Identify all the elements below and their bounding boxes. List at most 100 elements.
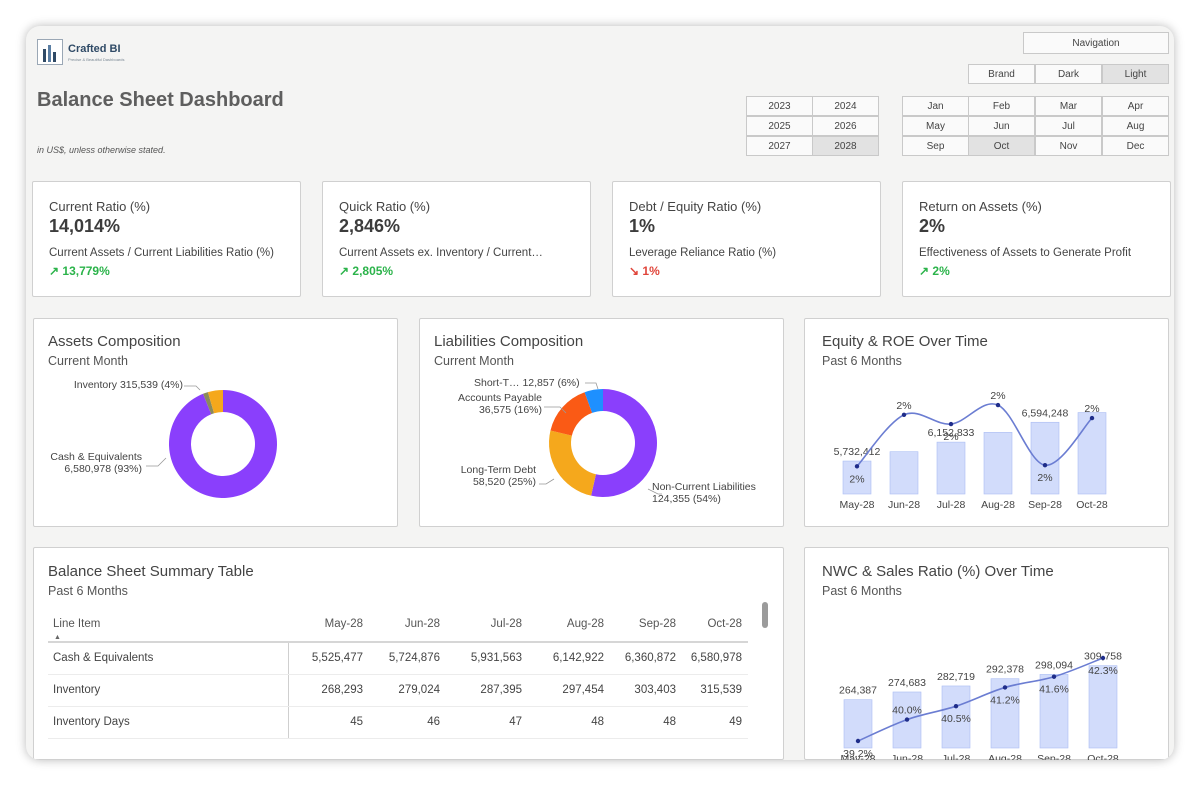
bar-value-label: 282,719: [937, 671, 975, 683]
year-2023-button[interactable]: 2023: [746, 96, 813, 116]
bar-jun-28[interactable]: [889, 451, 919, 495]
bar-jun-28[interactable]: [892, 691, 922, 749]
donut-slices: [549, 389, 657, 497]
donut-slice-inventory[interactable]: [207, 390, 223, 414]
column-header[interactable]: Sep-28: [610, 606, 682, 643]
bar-aug-28[interactable]: [983, 432, 1013, 495]
column-header[interactable]: Jun-28: [369, 606, 446, 643]
column-header[interactable]: Jul-28: [446, 606, 528, 643]
year-2028-button[interactable]: 2028: [812, 136, 879, 156]
panel-subtitle: Current Month: [48, 354, 128, 368]
line-value-label: 40.0%: [892, 705, 922, 717]
line-point[interactable]: [948, 421, 954, 427]
column-header-line-item[interactable]: Line Item ▲: [48, 606, 288, 643]
kpi-value: 2%: [919, 216, 946, 236]
theme-light-button[interactable]: Light: [1102, 64, 1169, 84]
kpi-card-quick-ratio: Quick Ratio (%) 2,846% Current Assets ex…: [322, 181, 591, 297]
kpi-card-current-ratio: Current Ratio (%) 14,014% Current Assets…: [32, 181, 301, 297]
table-cell: 315,539: [682, 674, 748, 707]
line-point[interactable]: [1002, 685, 1008, 690]
column-header[interactable]: Oct-28: [682, 606, 748, 643]
month-nov-button[interactable]: Nov: [1035, 136, 1102, 156]
month-jul-button[interactable]: Jul: [1035, 116, 1102, 136]
bar-oct-28[interactable]: [1077, 412, 1107, 495]
column-header[interactable]: Aug-28: [528, 606, 610, 643]
line-point[interactable]: [854, 464, 860, 469]
bar-chart-icon: [43, 45, 56, 62]
line-point[interactable]: [1042, 463, 1048, 468]
donut-slice-short-t[interactable]: [584, 389, 603, 413]
month-jan-button[interactable]: Jan: [902, 96, 969, 116]
summary-table: Line Item ▲ May-28 Jun-28 Jul-28 Aug-28 S…: [48, 606, 748, 739]
table-cell: 303,403: [610, 674, 682, 707]
donut-slice-cash-equivalents[interactable]: [169, 390, 277, 498]
data-label-non-current-name: Non-Current Liabilities: [652, 481, 756, 493]
month-dec-button[interactable]: Dec: [1102, 136, 1169, 156]
x-tick-label: Aug-28: [988, 753, 1022, 760]
logo: Crafted BI Precise & Beautiful Dashboard…: [37, 36, 129, 68]
table-cell: 5,525,477: [288, 642, 369, 675]
line-point[interactable]: [1051, 674, 1057, 679]
donut-slice-long-term-debt[interactable]: [549, 430, 596, 496]
month-jun-button[interactable]: Jun: [968, 116, 1035, 136]
bar-oct-28[interactable]: [1088, 665, 1118, 749]
bar-may-28[interactable]: [843, 699, 873, 749]
line-point[interactable]: [1089, 415, 1095, 421]
month-may-button[interactable]: May: [902, 116, 969, 136]
month-sep-button[interactable]: Sep: [902, 136, 969, 156]
line-point[interactable]: [995, 402, 1001, 408]
kpi-description: Current Assets ex. Inventory / Current…: [339, 247, 543, 259]
year-2025-button[interactable]: 2025: [746, 116, 813, 136]
table-cell: 47: [446, 706, 528, 739]
month-feb-button[interactable]: Feb: [968, 96, 1035, 116]
data-label-cash-name: Cash & Equivalents: [50, 451, 142, 463]
month-oct-button[interactable]: Oct: [968, 136, 1035, 156]
line-value-label: 2%: [943, 431, 958, 443]
kpi-description: Leverage Reliance Ratio (%): [629, 247, 777, 259]
data-label-long-term-debt-name: Long-Term Debt: [461, 464, 536, 476]
table-scrollbar[interactable]: [762, 602, 768, 628]
sort-ascending-icon[interactable]: ▲: [54, 634, 61, 641]
kpi-card-return-on-assets: Return on Assets (%) 2% Effectiveness of…: [902, 181, 1171, 297]
donut-slice-accounts-payable[interactable]: [550, 392, 593, 436]
bar-jul-28[interactable]: [936, 441, 966, 495]
navigation-button[interactable]: Navigation: [1023, 32, 1169, 54]
table-row: Inventory 268,293 279,024 287,395 297,45…: [48, 674, 748, 707]
line-point[interactable]: [901, 412, 907, 418]
table-row: Cash & Equivalents 5,525,477 5,724,876 5…: [48, 642, 748, 675]
data-label-short-term: Short-T… 12,857 (6%): [474, 377, 580, 389]
assets-composition-panel: Assets Composition Current Month Invento…: [33, 318, 398, 527]
row-label: Cash & Equivalents: [48, 642, 289, 675]
table-cell: 6,360,872: [610, 642, 682, 675]
panel-subtitle: Past 6 Months: [822, 584, 902, 598]
year-2027-button[interactable]: 2027: [746, 136, 813, 156]
year-2026-button[interactable]: 2026: [812, 116, 879, 136]
line-point[interactable]: [953, 703, 959, 709]
table-cell: 48: [528, 706, 610, 739]
page-title: Balance Sheet Dashboard: [37, 89, 284, 111]
line-point[interactable]: [1100, 655, 1106, 661]
logo-text: Crafted BI: [68, 43, 121, 55]
month-aug-button[interactable]: Aug: [1102, 116, 1169, 136]
theme-dark-button[interactable]: Dark: [1035, 64, 1102, 84]
kpi-label: Current Ratio (%): [49, 199, 151, 214]
x-tick-label: Jun-28: [888, 499, 920, 511]
month-apr-button[interactable]: Apr: [1102, 96, 1169, 116]
bar-sep-28[interactable]: [1039, 674, 1069, 749]
month-mar-button[interactable]: Mar: [1035, 96, 1102, 116]
long-term-debt-leader-line: [539, 478, 555, 485]
theme-brand-button[interactable]: Brand: [968, 64, 1035, 84]
year-2024-button[interactable]: 2024: [812, 96, 879, 116]
equity-roe-panel: Equity & ROE Over Time Past 6 Months 5,7…: [804, 318, 1169, 527]
line-point[interactable]: [855, 738, 861, 744]
panel-title: Liabilities Composition: [434, 333, 584, 350]
kpi-label: Quick Ratio (%): [339, 199, 431, 214]
line-value-label: 2%: [1084, 403, 1099, 415]
kpi-value: 14,014%: [49, 216, 121, 236]
column-header[interactable]: May-28: [288, 606, 369, 643]
line-point[interactable]: [904, 717, 910, 722]
x-tick-label: Oct-28: [1087, 753, 1119, 760]
bar-jul-28[interactable]: [941, 685, 971, 749]
donut-slice-non-current-liabilities[interactable]: [591, 389, 657, 497]
donut-slice-other[interactable]: [203, 392, 215, 415]
